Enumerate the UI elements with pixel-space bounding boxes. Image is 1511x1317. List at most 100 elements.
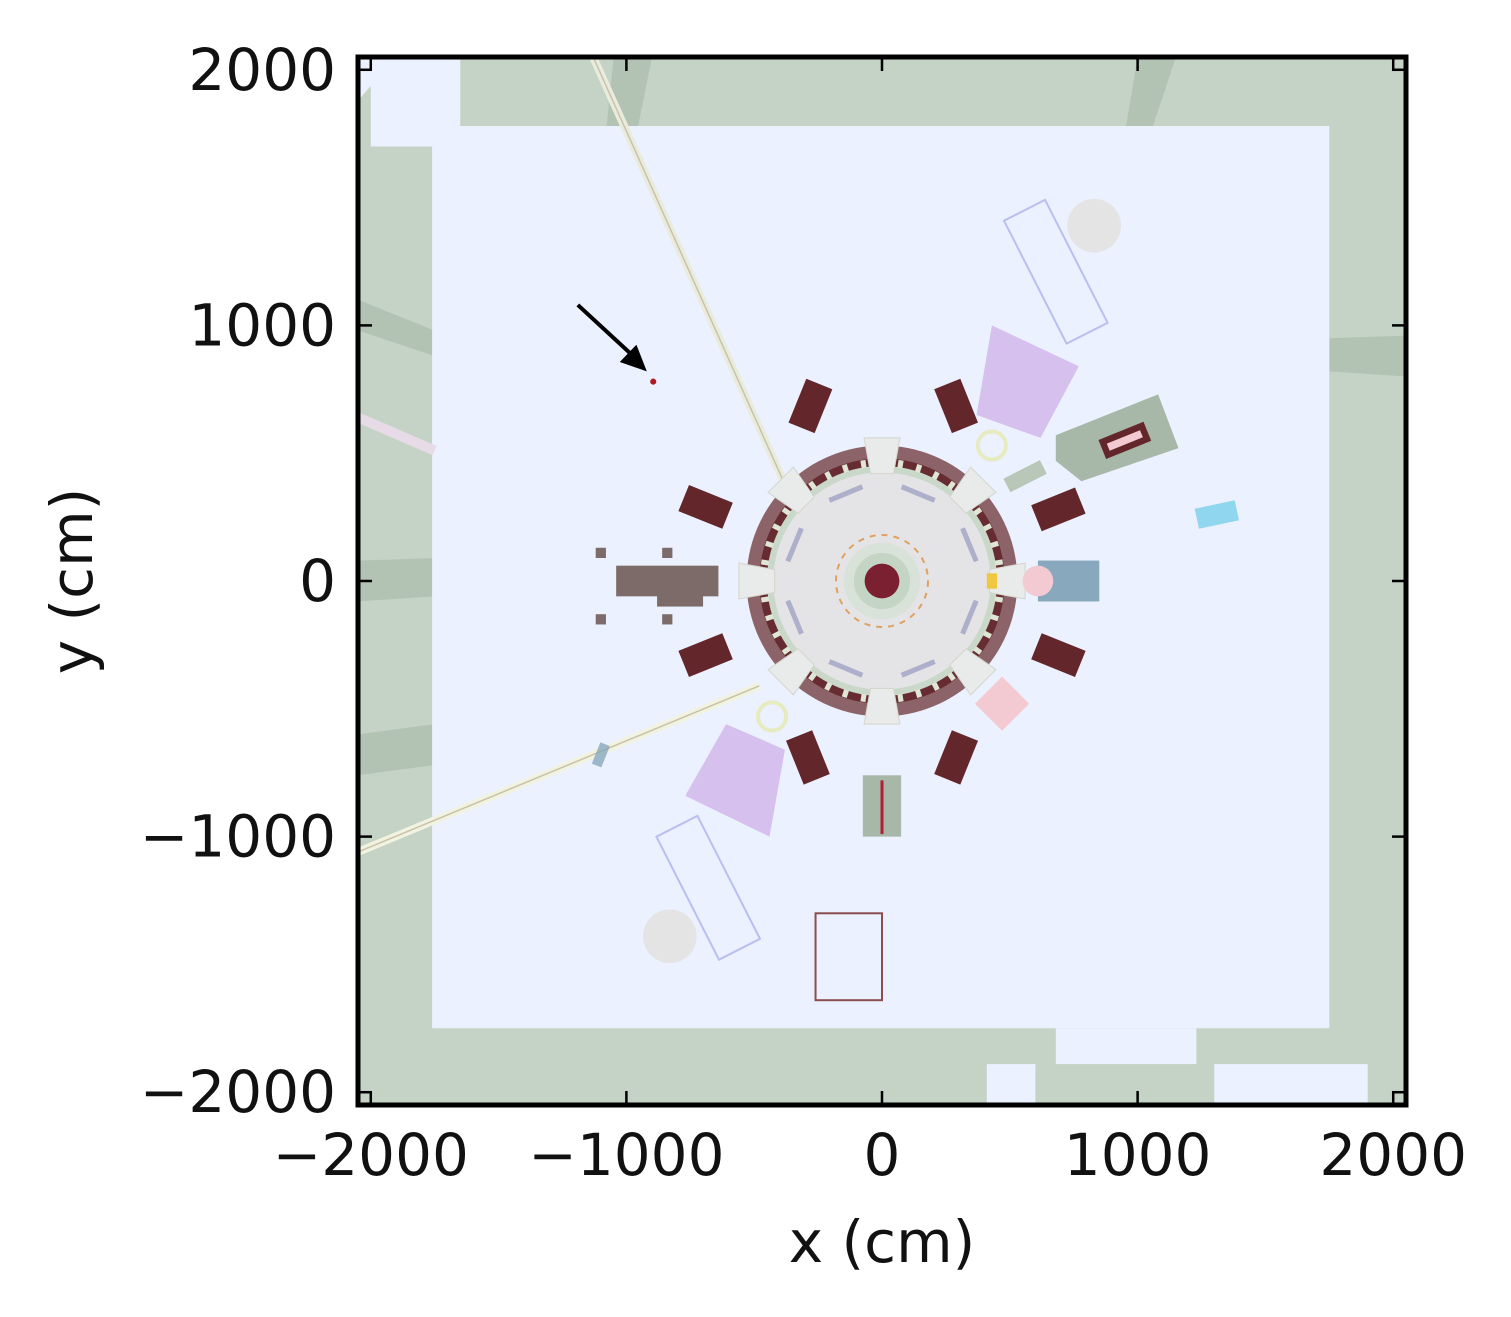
detector-segment (760, 596, 770, 603)
wall-shade-band (358, 299, 435, 357)
plot-area (358, 57, 1406, 1105)
detector-segment (994, 596, 1004, 603)
quadrupole (1003, 460, 1047, 493)
detector-segment (915, 464, 923, 473)
marked-point (650, 378, 657, 385)
arrow-head (619, 344, 647, 372)
detector-segment (897, 693, 904, 703)
detector-segment (808, 480, 817, 490)
beam-arm-outline (1002, 198, 1109, 345)
detector-segment (860, 693, 867, 703)
hall-floor-notch (1055, 1028, 1197, 1065)
dipole-magnet (786, 730, 830, 785)
beam-port (863, 437, 901, 475)
detector-segment (982, 630, 992, 639)
target (864, 563, 900, 599)
detector-segment (931, 471, 940, 481)
y-tick-label: −1000 (140, 803, 336, 871)
dipole-magnet (1031, 633, 1086, 677)
inner-detector-bar (785, 527, 804, 563)
central-spectrometer (738, 437, 1026, 725)
detector-element (1106, 430, 1143, 451)
beam-port (738, 562, 776, 600)
y-tick-label: 1000 (188, 291, 336, 359)
detector-segment (808, 672, 817, 682)
brown-shield-step (657, 581, 704, 607)
beam-window (756, 700, 789, 733)
beam-port (863, 687, 901, 725)
vacuum-pump (643, 909, 697, 964)
x-tick-label: 1000 (1064, 1121, 1212, 1189)
beam-line (358, 412, 437, 456)
beam-element (591, 742, 610, 768)
beam-arm-outline (655, 814, 762, 962)
beam-port (949, 648, 997, 696)
pink-window (1022, 565, 1054, 597)
inner-detector-bar (900, 659, 936, 678)
dipole-magnet (934, 378, 978, 434)
detector-segment (760, 559, 770, 566)
pink-block (975, 676, 1030, 731)
detector-segment (897, 459, 904, 469)
beam-line-edge (358, 685, 760, 853)
detector-segment (982, 523, 992, 532)
detector-segment (994, 559, 1004, 566)
wall-shade-band (358, 558, 435, 602)
lilac-absorber (976, 325, 1079, 438)
beam-line-edge (592, 57, 783, 480)
y-tick-label: −2000 (140, 1058, 336, 1126)
brown-support-post (595, 614, 606, 625)
inner-detector-bar (960, 599, 979, 635)
inner-detector-bar (960, 527, 979, 563)
wall-shade-band (1329, 335, 1406, 377)
x-tick-label: −1000 (528, 1121, 724, 1189)
detector-segment (772, 630, 782, 639)
open-frame (814, 912, 883, 1002)
brown-support-post (662, 547, 673, 558)
detector-segment (824, 471, 833, 481)
detector-segment (947, 480, 956, 490)
y-tick-labels: −2000 −1000 0 1000 2000 (140, 36, 336, 1126)
vacuum-pump (1067, 198, 1121, 253)
axis-ticks (358, 57, 1406, 1105)
detector-components (595, 198, 1239, 1002)
detector-segment (841, 689, 849, 698)
detector-segment (947, 672, 956, 682)
dipole-magnet (678, 633, 733, 677)
light-cyan-block (1194, 500, 1239, 529)
beam-port (949, 466, 997, 514)
wall-bands (358, 57, 1406, 776)
x-axis-title: x (cm) (789, 1208, 975, 1276)
detector-segment (781, 646, 791, 655)
detector-segment (915, 689, 923, 698)
dipole-magnet (934, 730, 978, 785)
detector-segment (772, 523, 782, 532)
brown-support-post (595, 547, 606, 558)
detector-segment (973, 507, 983, 516)
target-region (834, 533, 930, 629)
dipole-magnet (678, 485, 733, 529)
detector-segment (990, 614, 999, 622)
brown-support-post (662, 614, 673, 625)
inner-detector-bar (828, 659, 864, 678)
detector-segment (931, 681, 940, 691)
inner-detector-bar (828, 484, 864, 503)
detector-segment (765, 540, 774, 548)
beam-port (767, 466, 815, 514)
x-tick-label: 2000 (1319, 1121, 1467, 1189)
y-tick-label: 0 (299, 547, 336, 615)
detector-segment (781, 507, 791, 516)
beam-window (975, 429, 1008, 462)
y-axis-title: y (cm) (38, 488, 106, 674)
target-monitor (986, 573, 998, 589)
x-tick-labels: −2000 −1000 0 1000 2000 (273, 1121, 1467, 1189)
beam-lines (358, 57, 786, 856)
detector-segment (841, 464, 849, 473)
hall-floor-opening (986, 1064, 1036, 1105)
arrow-shaft (576, 303, 639, 361)
x-tick-label: −2000 (273, 1121, 469, 1189)
inner-detector-bar (785, 599, 804, 635)
wall-shade-band (1124, 57, 1176, 134)
detector-segment (990, 540, 999, 548)
hall-corner-opening (370, 57, 461, 147)
